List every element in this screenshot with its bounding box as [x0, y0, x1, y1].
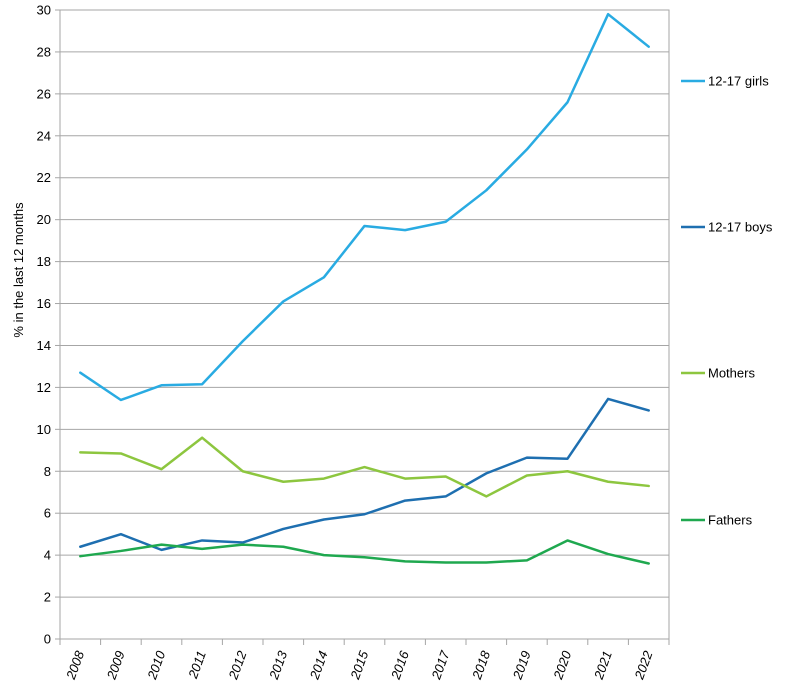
plot-area — [59, 9, 670, 640]
y-tick-label: 20 — [37, 212, 51, 227]
gridlines — [60, 51, 669, 598]
legend-label: 12-17 boys — [708, 220, 773, 235]
x-tick-label: 2015 — [347, 648, 372, 682]
x-tick-label: 2009 — [103, 649, 127, 682]
y-tick-label: 2 — [44, 590, 51, 605]
y-axis-title: % in the last 12 months — [11, 202, 26, 338]
x-tick-label: 2017 — [428, 648, 453, 682]
legend-label: Mothers — [708, 366, 755, 381]
series-line — [79, 12, 650, 402]
legend-label: Fathers — [708, 513, 753, 528]
y-tick-label: 28 — [37, 44, 51, 59]
x-tick-label: 2016 — [388, 648, 413, 682]
x-tick-label: 2022 — [631, 648, 656, 682]
x-axis-ticks: 2008 2009 2010 2011 2012 2013 2014 2015 2016 2017… — [59, 639, 670, 682]
x-tick-label: 2014 — [306, 649, 330, 682]
y-tick-label: 14 — [37, 338, 51, 353]
x-tick-label: 2013 — [266, 648, 291, 682]
y-tick-label: 30 — [37, 3, 51, 18]
x-tick-label: 2020 — [550, 648, 575, 682]
x-tick-label: 2011 — [185, 649, 209, 681]
y-tick-label: 0 — [44, 632, 51, 647]
y-tick-label: 16 — [37, 296, 51, 311]
y-tick-label: 6 — [44, 506, 51, 521]
legend: 12-17 girls 12-17 boys Mothers Fathers — [681, 74, 773, 528]
y-tick-label: 24 — [37, 128, 51, 143]
x-tick-label: 2008 — [63, 648, 88, 682]
y-tick-label: 18 — [37, 254, 51, 269]
x-tick-label: 2010 — [144, 648, 169, 682]
x-tick-label: 2012 — [225, 648, 250, 682]
y-tick-label: 8 — [44, 464, 51, 479]
series-line — [79, 539, 650, 565]
y-tick-label: 10 — [37, 422, 51, 437]
series-line — [79, 436, 650, 498]
x-tick-label: 2021 — [591, 649, 615, 682]
y-tick-label: 12 — [37, 380, 51, 395]
y-tick-label: 4 — [44, 548, 51, 563]
y-tick-label: 26 — [37, 86, 51, 101]
legend-label: 12-17 girls — [708, 74, 769, 89]
x-tick-label: 2019 — [509, 649, 533, 682]
y-tick-label: 22 — [37, 170, 51, 185]
x-tick-label: 2018 — [469, 648, 494, 682]
series-lines — [79, 12, 650, 565]
